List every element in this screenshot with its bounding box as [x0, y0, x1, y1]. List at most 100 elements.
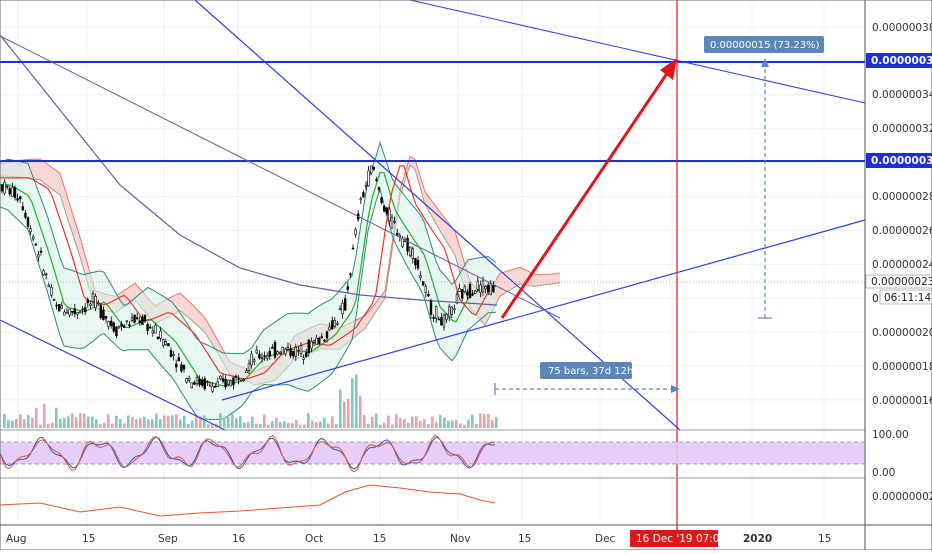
candle-body [55, 304, 58, 307]
candle-body [455, 294, 459, 304]
rsi-tick-label: 100.00 [872, 429, 909, 441]
candle-body [71, 310, 74, 313]
bars-label[interactable]: 75 bars, 37d 12h [540, 362, 633, 379]
candle-body [401, 238, 404, 248]
candle-body [214, 385, 217, 388]
lower-support-line[interactable] [0, 319, 226, 431]
candle-body [206, 381, 209, 383]
candle-body [84, 307, 87, 313]
descending-trendline[interactable] [194, 0, 681, 431]
candle-body [167, 343, 170, 347]
volume-bar [31, 417, 34, 428]
measure-arrow [761, 58, 769, 67]
target-arrow[interactable] [500, 65, 674, 319]
band-lower [0, 187, 497, 421]
time-axis: Aug 15 Sep 16 Oct 15 Nov 15 Dec 2020 15 [6, 533, 831, 545]
volume-bar [307, 413, 310, 428]
candle-body [216, 381, 219, 387]
volume-bar [331, 416, 334, 428]
candle-body [102, 309, 105, 320]
volume-bar [383, 422, 386, 428]
indicator-line [0, 484, 496, 517]
candle-body [291, 351, 295, 357]
candle-body [57, 304, 61, 312]
volume-bar [411, 416, 414, 428]
volume-bar [427, 424, 430, 428]
volume-bar [207, 424, 210, 428]
candle-body [317, 337, 321, 344]
candle-body [424, 286, 427, 294]
candle-body [408, 246, 412, 257]
candle-body [242, 378, 245, 381]
candle-body [286, 347, 290, 350]
candle-body [91, 293, 95, 303]
candle-body [182, 364, 186, 370]
volume-bar [163, 415, 166, 428]
candle-body [115, 326, 118, 337]
candle-body [13, 187, 17, 198]
candle-body [162, 339, 165, 346]
candle-body [263, 355, 266, 357]
candle-body [198, 378, 201, 386]
volume-bar [235, 418, 238, 428]
volume-bar [423, 419, 426, 428]
svg-text:06:11:14: 06:11:14 [884, 292, 931, 304]
candle-body [351, 247, 355, 250]
candle-body [320, 336, 323, 338]
candle-body [154, 325, 157, 334]
volume-bar [39, 424, 42, 428]
time-tick-label: Nov [450, 533, 471, 545]
volume-bar [495, 417, 498, 428]
volume-bar [295, 419, 298, 428]
candle-body [5, 185, 9, 188]
volume-bar [487, 413, 490, 428]
candle-body [76, 312, 79, 315]
price-tick-label: 0.00000024 [872, 259, 932, 271]
candle-body [136, 317, 139, 320]
candle-body [188, 378, 191, 381]
volume-bar [219, 413, 222, 428]
rsi-tick-label: 0.00 [872, 467, 895, 479]
candle-body [52, 299, 56, 301]
cloud-area [0, 156, 560, 385]
volume-bar [47, 423, 50, 428]
candle-body [143, 315, 147, 322]
volume-bar [63, 417, 66, 428]
volume-bar [319, 421, 322, 428]
candle-body [479, 284, 482, 293]
upper-channel-line[interactable] [409, 0, 866, 104]
candle-body [63, 311, 66, 316]
candle-body [60, 305, 64, 309]
candle-body [110, 320, 113, 326]
volume-bar [151, 419, 154, 428]
volume-bar [83, 413, 86, 428]
candle-body [323, 339, 326, 342]
volume-bar [355, 374, 358, 428]
volume-bar [199, 416, 202, 428]
volume-bar [179, 419, 182, 428]
volume-bar [463, 424, 466, 428]
measure-label[interactable]: 0.00000015 (73.23%) 15 [704, 36, 835, 53]
candle-body [299, 345, 303, 354]
long-ma-line[interactable] [0, 35, 561, 319]
svg-text:0.: 0. [872, 293, 882, 305]
rsi-pane [0, 429, 865, 473]
trendlines[interactable] [0, 0, 866, 530]
volume-bar [471, 414, 474, 428]
volume-bar [135, 419, 138, 428]
time-tick-label: Dec [595, 533, 616, 545]
candle-body [375, 179, 378, 181]
candle-body [232, 377, 235, 386]
volume-bar [95, 419, 98, 428]
rsi-band [0, 442, 865, 464]
candle-body [416, 259, 420, 269]
volume-bar [367, 424, 370, 428]
volume-bar [399, 418, 402, 428]
candle-body [39, 250, 43, 253]
candle-body [193, 382, 196, 385]
volume-bar [111, 423, 114, 428]
volume-bar [283, 421, 286, 428]
